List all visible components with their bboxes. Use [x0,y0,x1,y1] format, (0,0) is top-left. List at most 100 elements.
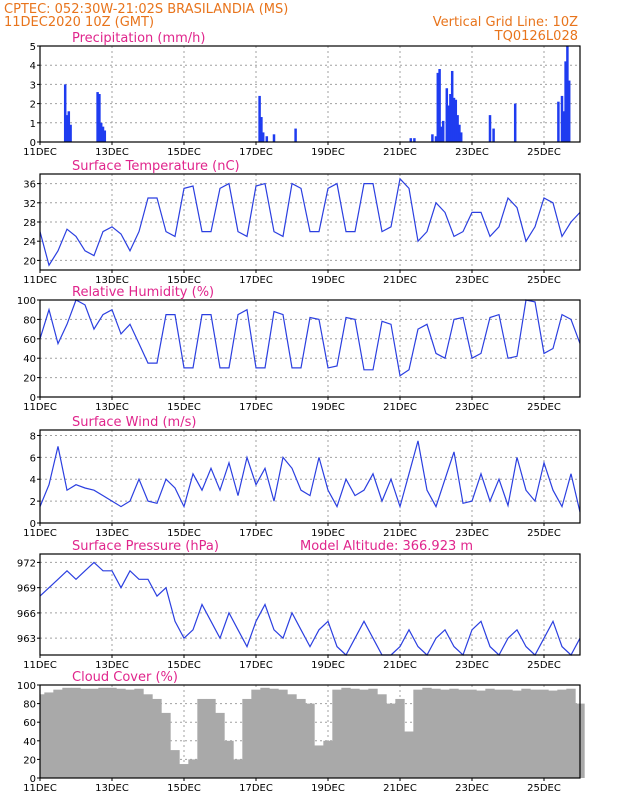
x-tick-label: 19DEC [311,402,345,413]
cloud-bar [539,689,549,778]
precip-bar [566,46,569,142]
panel-title: Precipitation (mm/h) [72,31,205,46]
x-tick-label: 15DEC [167,528,201,539]
cloud-bar [143,694,153,778]
cloud-bar [404,731,414,778]
cloud-bar [305,703,315,778]
cloud-bar [413,689,423,778]
panel-cloud: 0 20 40 60 80 100 11DEC 13DEC 15DEC 17DEC 19DEC 21D… [17,670,585,794]
x-tick-label: 19DEC [311,783,345,794]
y-tick-label: 0 [30,519,36,530]
precip-bar [492,128,495,142]
header-model-id: TQ0126L028 [494,29,578,44]
precip-bar [564,61,567,142]
y-tick-label: 3 [30,80,36,91]
precip-bar [99,122,103,142]
x-tick-label: 17DEC [239,147,273,158]
precip-bar [69,124,72,142]
precip-bar [409,138,413,142]
plot-frame [39,553,581,656]
precip-bar [438,69,441,142]
x-tick-label: 25DEC [527,147,561,158]
precip-bar [441,120,445,142]
cloud-bar [359,689,369,778]
y-tick-label: 20 [23,256,36,267]
rh-line [39,299,581,377]
x-tick-label: 19DEC [311,660,345,671]
y-tick-label: 60 [23,718,36,729]
precip-bar [272,134,276,142]
panel-title: Surface Wind (m/s) [72,415,196,430]
precip-bar [98,94,101,142]
cloud-bar [395,698,405,778]
cloud-bar [260,687,270,778]
x-tick-label: 23DEC [455,528,489,539]
y-tick-label: 40 [23,354,36,365]
x-tick-label: 11DEC [23,660,57,671]
cloud-bar [332,689,342,778]
precip-bar [459,132,463,142]
precip-bar [488,115,492,142]
x-tick-label: 19DEC [311,147,345,158]
y-tick-label: 0 [30,393,36,404]
precip-bar [261,132,265,142]
precip-bar [103,130,107,142]
cloud-bar [134,688,144,778]
x-tick-label: 25DEC [527,783,561,794]
panels: 0 1 2 3 4 5 11DEC 13DEC 15DEC 17DEC 19DEC 21DEC 23DE… [17,31,585,794]
panel-precip: 0 1 2 3 4 5 11DEC 13DEC 15DEC 17DEC 19DEC 21DEC 23DE… [23,31,581,158]
y-tick-label: 972 [17,558,36,569]
panel-title: Surface Pressure (hPa) [72,539,219,554]
cloud-bar [44,692,54,778]
x-tick-label: 13DEC [95,275,129,286]
y-tick-label: 20 [23,755,36,766]
cloud-bar [548,690,558,778]
x-tick-label: 19DEC [311,528,345,539]
cloud-bar [80,688,90,778]
y-tick-label: 4 [30,61,36,72]
x-tick-label: 17DEC [239,275,273,286]
cloud-bar [449,688,459,778]
cloud-bar [125,689,135,778]
y-tick-label: 8 [30,431,36,442]
x-tick-label: 21DEC [383,528,417,539]
x-tick-label: 21DEC [383,783,417,794]
x-tick-label: 15DEC [167,660,201,671]
cloud-bar [458,689,468,778]
precip-bar [456,115,459,142]
cloud-bar [422,687,432,778]
y-tick-label: 963 [17,634,36,645]
cloud-bar [512,690,522,778]
precip-bar [454,99,458,142]
y-tick-label: 28 [23,218,36,229]
cloud-bar [206,698,216,778]
x-tick-label: 23DEC [455,402,489,413]
cloud-bar [377,694,387,778]
cloud-bar [98,687,108,778]
panel-wind: 0 2 4 6 8 11DEC 13DEC 15DEC 17DEC 19DEC 21DEC 23DEC… [23,415,581,539]
x-tick-label: 13DEC [95,528,129,539]
cloud-bar [440,689,450,778]
precip-bar [445,88,449,142]
precip-bar [67,111,71,142]
cloud-bar [152,698,162,778]
panel-title: Surface Temperature (nC) [72,159,240,174]
header-date: 11DEC2020 10Z (GMT) [4,15,154,30]
panel-subtitle: Model Altitude: 366.923 m [300,539,473,554]
wind-line [39,440,581,513]
y-tick-label: 80 [23,315,36,326]
x-tick-label: 21DEC [383,402,417,413]
cloud-bar [71,687,81,778]
cloud-bar [503,689,513,778]
precip-bar [265,136,269,142]
cloud-bar [170,750,180,778]
cloud-bar [566,688,576,778]
precip-bar [413,138,416,142]
x-tick-label: 15DEC [167,147,201,158]
cloud-bar [323,740,333,778]
precip-bar [440,126,443,142]
panel-title: Cloud Cover (%) [72,670,178,685]
plot-frame [39,684,581,779]
cloud-bar [557,689,567,778]
panel-pres: 963 966 969 972 11DEC 13DEC 15DEC 17DEC 19DEC 21D… [17,539,581,671]
